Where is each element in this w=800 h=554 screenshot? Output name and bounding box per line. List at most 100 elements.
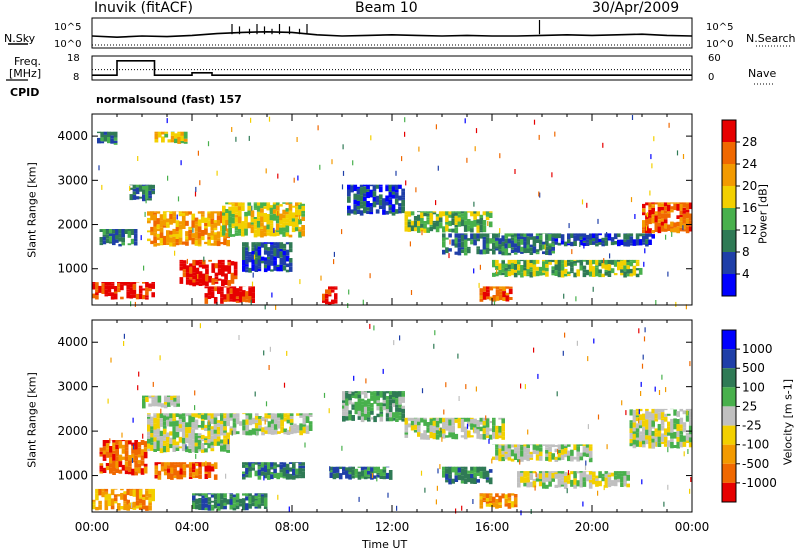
power-cell: [322, 293, 326, 301]
power-cell: [223, 286, 227, 288]
power-cell: [363, 193, 367, 197]
velocity-cell: [260, 496, 265, 504]
power-cell: [267, 250, 271, 257]
velocity-cell: [192, 502, 196, 509]
velocity-speck: [663, 501, 665, 507]
power-cell: [420, 223, 424, 228]
power-cell: [467, 226, 471, 232]
velocity-cell: [688, 411, 693, 418]
power-cell: [185, 279, 190, 285]
power-cell: [263, 232, 267, 237]
velocity-cell: [538, 471, 543, 474]
power-cell: [366, 207, 370, 211]
velocity-cell: [485, 503, 490, 507]
velocity-cell: [188, 427, 192, 434]
velocity-cell: [445, 423, 449, 426]
power-speck: [342, 144, 344, 150]
power-cell: [460, 213, 465, 217]
velocity-cell: [567, 480, 571, 484]
power-cell: [535, 259, 540, 264]
power-cell: [417, 225, 421, 233]
power-cell: [473, 239, 477, 246]
velocity-cell: [354, 407, 359, 415]
power-cell: [473, 211, 477, 214]
velocity-cell: [197, 413, 202, 415]
velocity-cell: [385, 413, 390, 418]
power-cell: [110, 283, 115, 286]
velocity-cell: [273, 468, 277, 474]
velocity-cell: [667, 442, 671, 448]
velocity-cell: [148, 497, 152, 501]
power-cell: [347, 184, 351, 190]
velocity-cell: [470, 466, 474, 471]
power-cell: [488, 221, 493, 228]
velocity-cell: [263, 493, 268, 498]
velocity-cell: [451, 420, 455, 426]
velocity-cell: [118, 454, 123, 462]
velocity-cell: [448, 417, 452, 420]
velocity-cell: [401, 408, 405, 414]
power-cell: [382, 198, 386, 202]
velocity-cell: [207, 501, 212, 505]
power-cell: [495, 289, 500, 297]
velocity-cell: [407, 417, 412, 421]
power-cell: [204, 222, 208, 226]
power-cell: [576, 234, 580, 241]
velocity-cell: [392, 399, 396, 404]
power-cell: [201, 264, 206, 269]
power-cell: [626, 269, 630, 274]
power-cell: [495, 286, 500, 290]
power-cell: [175, 231, 180, 234]
power-cell: [463, 233, 468, 235]
power-cell: [654, 211, 659, 214]
power-cell: [347, 205, 351, 210]
power-cell: [582, 237, 587, 241]
velocity-cell: [207, 465, 212, 472]
velocity-cell: [451, 478, 455, 484]
power-cell: [132, 184, 137, 189]
power-cell: [629, 268, 634, 274]
velocity-cell: [223, 415, 227, 419]
velocity-cell: [579, 452, 584, 457]
power-cell: [103, 131, 108, 133]
power-cell: [164, 131, 169, 134]
power-cell: [191, 237, 196, 245]
velocity-speck: [597, 490, 599, 496]
power-cell: [276, 264, 280, 267]
power-cell: [601, 240, 605, 244]
velocity-speck: [638, 418, 640, 424]
velocity-cell: [207, 439, 211, 444]
power-cell: [482, 295, 487, 300]
velocity-cell: [162, 438, 167, 441]
power-cell: [513, 252, 518, 255]
power-cell: [667, 213, 671, 218]
power-cell: [183, 131, 188, 139]
velocity-cell: [329, 466, 334, 471]
velocity-cell: [538, 447, 543, 452]
power-cell: [247, 205, 252, 211]
power-cell: [256, 217, 261, 221]
velocity-cell: [288, 462, 293, 464]
velocity-speck: [667, 447, 669, 453]
velocity-cell: [134, 460, 138, 468]
velocity-cell: [148, 493, 152, 498]
power-cell: [269, 220, 274, 224]
power-cell: [248, 292, 252, 296]
velocity-cell: [143, 441, 148, 448]
power-cell: [142, 282, 146, 284]
power-cell: [663, 213, 668, 220]
power-cell: [651, 230, 655, 234]
power-speck: [317, 125, 319, 131]
power-cell: [495, 233, 499, 234]
velocity-cell: [526, 482, 530, 488]
velocity-cell: [348, 474, 352, 480]
velocity-cell: [635, 432, 640, 438]
velocity-cell: [181, 424, 186, 428]
velocity-cell: [282, 467, 287, 473]
velocity-cell: [198, 462, 202, 467]
velocity-cell: [151, 495, 155, 502]
velocity-cell: [301, 468, 305, 472]
velocity-cell: [151, 396, 155, 399]
power-cell: [567, 233, 571, 240]
power-cell: [526, 236, 530, 243]
